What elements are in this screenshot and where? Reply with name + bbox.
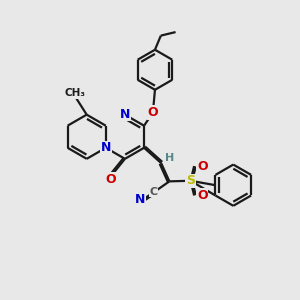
Text: S: S [186,174,195,187]
Text: CH₃: CH₃ [64,88,86,98]
Text: H: H [165,153,174,163]
Text: O: O [148,106,158,119]
Text: O: O [197,189,208,202]
Text: N: N [135,194,145,206]
Text: O: O [106,172,116,186]
Text: N: N [100,141,111,154]
Text: C: C [149,187,157,197]
Text: N: N [120,108,130,121]
Text: O: O [197,160,208,172]
